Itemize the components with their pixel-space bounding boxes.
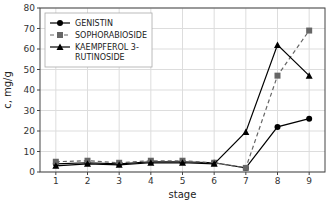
tick-label: 40 <box>24 85 36 95</box>
tick <box>277 172 278 175</box>
tick-label: 9 <box>306 176 312 186</box>
point <box>147 159 154 166</box>
plot-frame <box>40 8 325 172</box>
tick-label: 50 <box>24 65 36 75</box>
legend-label-line: RUTINOSIDE <box>75 53 125 62</box>
tick <box>37 131 40 132</box>
legend-label-line: GENISTIN <box>75 19 113 28</box>
point <box>243 165 249 171</box>
tick-label: 5 <box>180 176 186 186</box>
point <box>116 161 123 168</box>
tick-label: 70 <box>24 24 36 34</box>
tick-label: 7 <box>243 176 249 186</box>
legend-label: KAEMPFEROL 3-RUTINOSIDE <box>75 43 139 62</box>
tick <box>37 151 40 152</box>
grid-line <box>245 8 246 172</box>
tick <box>214 172 215 175</box>
legend-label: GENISTIN <box>75 19 113 28</box>
tick-label: 1 <box>53 176 59 186</box>
point <box>274 41 281 48</box>
point <box>211 160 218 167</box>
tick-label: 6 <box>211 176 217 186</box>
chart: 0 10 20 30 40 50 60 70 80 1 2 3 4 5 6 7 8 9 stage c, mg/g GE… <box>0 0 333 202</box>
point <box>306 72 313 79</box>
series-line <box>56 119 309 168</box>
tick <box>55 172 56 175</box>
grid-line <box>214 8 215 172</box>
point <box>275 124 281 130</box>
tick <box>37 49 40 50</box>
tick <box>37 172 40 173</box>
point <box>179 159 186 166</box>
tick-label: 60 <box>24 44 36 54</box>
tick <box>37 69 40 70</box>
tick <box>37 110 40 111</box>
point <box>243 165 249 171</box>
tick-label: 8 <box>275 176 281 186</box>
y-axis-label: c, mg/g <box>2 71 13 109</box>
tick-label: 20 <box>24 126 36 136</box>
point <box>52 162 59 169</box>
tick-label: 0 <box>29 167 35 177</box>
tick <box>182 172 183 175</box>
data-area <box>52 28 312 171</box>
tick <box>150 172 151 175</box>
point <box>306 116 312 122</box>
tick <box>309 172 310 175</box>
legend-marker <box>57 32 63 38</box>
grid-line <box>277 8 278 172</box>
tick-label: 3 <box>116 176 122 186</box>
tick <box>87 172 88 175</box>
tick <box>37 8 40 9</box>
legend-label: SOPHORABIOSIDE <box>75 31 147 40</box>
legend-marker <box>57 20 63 26</box>
tick-label: 80 <box>24 3 36 13</box>
point <box>275 73 281 79</box>
legend-label-line: SOPHORABIOSIDE <box>75 31 147 40</box>
legend-frame <box>45 13 152 67</box>
tick-label: 10 <box>24 147 36 157</box>
point <box>84 160 91 167</box>
tick <box>37 90 40 91</box>
point <box>306 28 312 34</box>
tick <box>245 172 246 175</box>
tick-label: 30 <box>24 106 36 116</box>
tick <box>37 28 40 29</box>
tick <box>119 172 120 175</box>
tick-label: 4 <box>148 176 154 186</box>
legend-label-line: KAEMPFEROL 3- <box>75 43 139 52</box>
point <box>242 129 249 136</box>
grid-line <box>182 8 183 172</box>
legend-marker <box>57 44 64 51</box>
series-line <box>56 31 309 168</box>
legend: GENISTIN SOPHORABIOSIDE KAEMPFEROL 3-RUTIN… <box>45 13 152 67</box>
x-axis-label: stage <box>169 189 197 200</box>
tick-label: 2 <box>85 176 91 186</box>
